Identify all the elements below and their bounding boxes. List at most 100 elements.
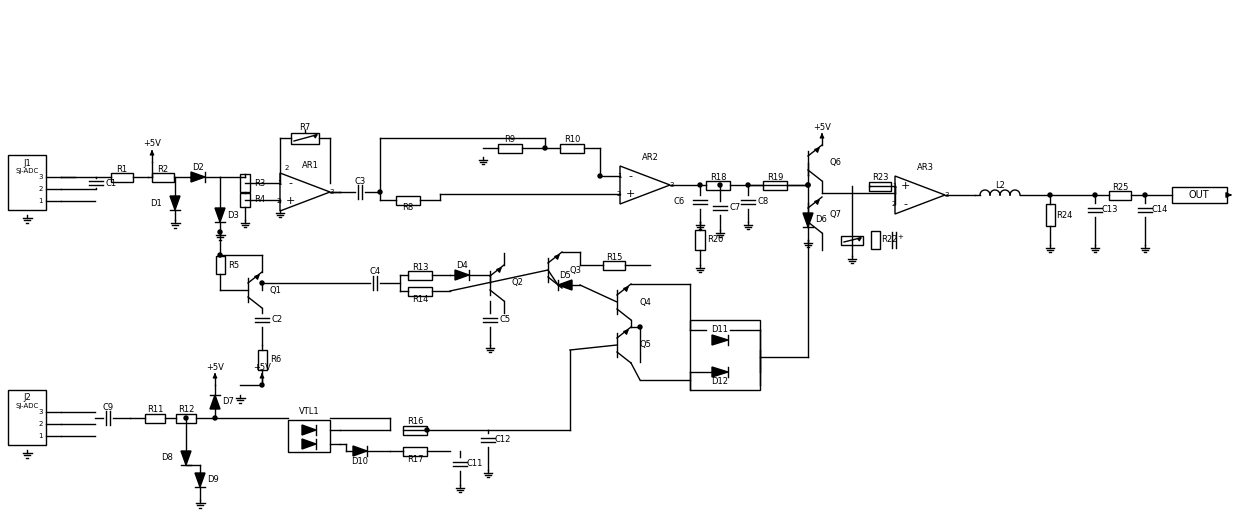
Bar [763, 181, 787, 190]
Text: 3: 3 [670, 182, 674, 188]
Text: +5V: +5V [206, 363, 224, 372]
Bar [1109, 191, 1131, 200]
Text: R12: R12 [178, 406, 195, 415]
Bar [216, 256, 225, 274]
Circle shape [1144, 193, 1147, 197]
Text: R1: R1 [116, 165, 128, 174]
Bar [690, 320, 760, 390]
Text: R13: R13 [411, 262, 429, 271]
Text: R14: R14 [411, 295, 429, 304]
Text: 1: 1 [38, 198, 43, 204]
Circle shape [807, 183, 810, 187]
Text: +: + [626, 189, 634, 199]
Circle shape [1093, 193, 1097, 197]
Text: Q1: Q1 [270, 286, 282, 295]
Text: Q5: Q5 [639, 340, 650, 349]
Text: +: + [285, 196, 295, 206]
Text: D8: D8 [161, 453, 173, 463]
Bar [403, 426, 427, 435]
Text: Q7: Q7 [830, 210, 843, 219]
Text: SJ-ADC: SJ-ADC [15, 403, 38, 409]
Text: Q3: Q3 [570, 266, 582, 275]
Text: R6: R6 [270, 355, 281, 364]
Bar [1172, 187, 1227, 203]
Bar [145, 414, 165, 423]
Text: D5: D5 [559, 270, 571, 279]
Circle shape [378, 190, 382, 194]
Circle shape [638, 325, 642, 329]
Circle shape [260, 383, 264, 387]
Circle shape [698, 183, 703, 187]
Text: Q4: Q4 [639, 297, 650, 306]
Text: C2: C2 [271, 315, 282, 324]
Polygon shape [353, 446, 367, 456]
Circle shape [218, 230, 222, 234]
Bar [176, 414, 196, 423]
Text: R25: R25 [1111, 183, 1129, 192]
Polygon shape [712, 367, 729, 377]
Text: +5V: +5V [813, 123, 831, 132]
Text: 2: 2 [617, 191, 621, 197]
Text: C6: C6 [674, 198, 685, 207]
Text: 2: 2 [38, 186, 43, 192]
Polygon shape [803, 213, 813, 227]
Text: 2: 2 [892, 201, 896, 207]
Text: OUT: OUT [1188, 190, 1209, 200]
Text: R4: R4 [254, 195, 265, 204]
Text: D11: D11 [711, 326, 729, 335]
Polygon shape [216, 208, 225, 222]
Polygon shape [455, 270, 470, 280]
Text: +: + [897, 234, 903, 240]
Text: J2: J2 [24, 393, 31, 402]
Text: 3: 3 [38, 174, 43, 180]
Text: R15: R15 [606, 253, 622, 261]
Bar [112, 173, 133, 182]
Text: C5: C5 [499, 315, 510, 324]
Text: R23: R23 [872, 174, 888, 183]
Text: C3: C3 [354, 176, 366, 185]
Polygon shape [302, 439, 316, 449]
Text: AR3: AR3 [917, 164, 933, 173]
Bar [695, 230, 705, 250]
Text: C13: C13 [1101, 205, 1119, 215]
Text: C12: C12 [494, 435, 512, 444]
Text: R16: R16 [406, 417, 424, 426]
Polygon shape [181, 451, 191, 465]
Text: VTL1: VTL1 [299, 407, 320, 416]
Text: 2: 2 [38, 421, 43, 427]
Text: R3: R3 [254, 178, 265, 187]
Bar [287, 420, 330, 452]
Text: R22: R22 [881, 236, 897, 244]
Circle shape [746, 183, 750, 187]
Text: +5V: +5V [253, 363, 271, 372]
Text: R11: R11 [146, 406, 164, 415]
Bar [258, 350, 266, 370]
Text: D6: D6 [815, 216, 826, 225]
Text: AR2: AR2 [642, 153, 658, 162]
Circle shape [598, 174, 602, 178]
Text: AR1: AR1 [301, 160, 318, 169]
Bar [240, 193, 250, 207]
Circle shape [260, 281, 264, 285]
Circle shape [218, 253, 222, 257]
Bar [403, 447, 427, 456]
Text: -: - [628, 171, 632, 181]
Bar [408, 287, 432, 296]
Bar [871, 231, 880, 249]
Circle shape [213, 416, 217, 420]
Text: R8: R8 [403, 203, 414, 212]
Text: 1: 1 [276, 180, 281, 186]
Bar [841, 236, 864, 245]
Bar [1046, 204, 1054, 226]
Circle shape [717, 183, 722, 187]
Text: 3: 3 [330, 189, 335, 195]
Bar [706, 181, 730, 190]
Text: 2: 2 [276, 198, 281, 204]
Text: 1: 1 [892, 183, 896, 189]
Text: C14: C14 [1152, 205, 1168, 215]
Text: D7: D7 [222, 398, 234, 407]
Bar [396, 196, 420, 205]
Text: R17: R17 [406, 455, 424, 464]
Text: C7: C7 [730, 203, 741, 212]
Bar [152, 173, 173, 182]
